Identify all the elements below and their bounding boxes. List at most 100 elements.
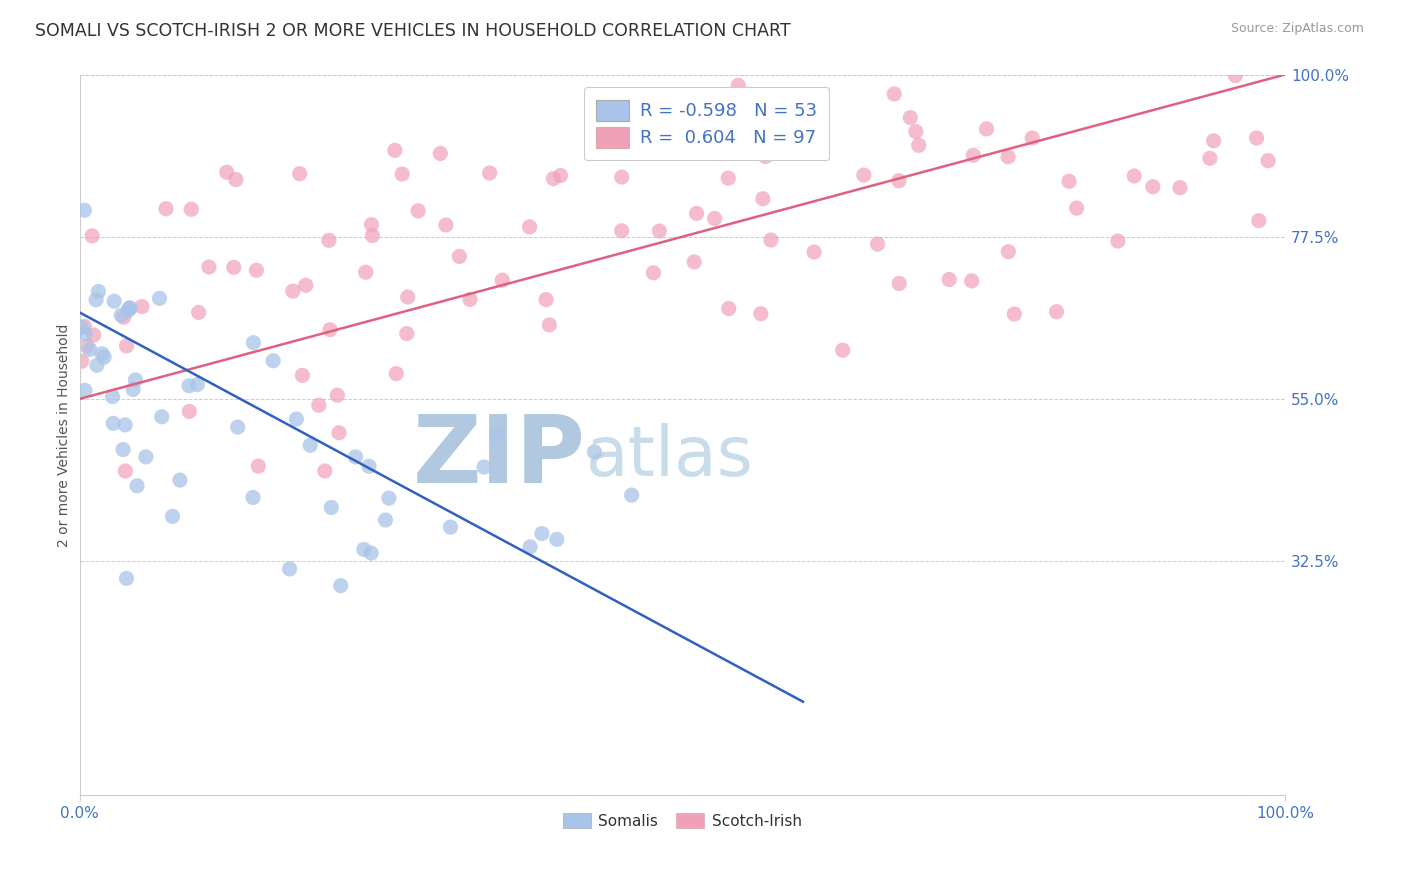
Point (831, 343, 853, 358)
Point (247, 459, 270, 474)
Point (997, 244, 1019, 259)
Point (87, 285, 110, 299)
Point (530, 526, 553, 541)
Point (186, 377, 208, 392)
Point (73, 319, 96, 334)
Point (1021, 131, 1043, 145)
Point (93, 350, 115, 364)
Point (717, 301, 740, 316)
Point (703, 211, 725, 226)
Point (101, 390, 124, 404)
Point (131, 300, 153, 314)
Point (321, 500, 343, 515)
Point (429, 146, 451, 161)
Point (281, 284, 304, 298)
Text: ZIP: ZIP (413, 410, 586, 502)
Point (385, 367, 408, 381)
Point (285, 412, 308, 426)
Point (180, 202, 202, 217)
Point (357, 459, 380, 474)
Point (114, 417, 136, 432)
Point (294, 278, 316, 293)
Point (669, 87, 692, 102)
Point (538, 318, 561, 332)
Point (391, 167, 413, 181)
Point (610, 169, 633, 184)
Point (1002, 307, 1025, 321)
Point (727, 78, 749, 93)
Text: Source: ZipAtlas.com: Source: ZipAtlas.com (1230, 22, 1364, 36)
Point (76, 339, 98, 353)
Point (84, 293, 107, 307)
Point (314, 464, 336, 478)
Point (546, 533, 568, 547)
Point (962, 148, 984, 162)
Point (91, 347, 114, 361)
Point (245, 263, 267, 277)
Point (115, 339, 138, 353)
Point (648, 224, 671, 238)
Point (938, 272, 960, 286)
Point (643, 266, 665, 280)
Point (242, 335, 264, 350)
Point (135, 450, 157, 464)
Point (360, 546, 382, 560)
Point (79, 343, 101, 357)
Point (976, 122, 998, 136)
Point (354, 265, 377, 279)
Point (384, 143, 406, 157)
Point (907, 138, 929, 153)
Point (1199, 151, 1222, 165)
Point (242, 491, 264, 505)
Point (449, 249, 471, 263)
Point (115, 571, 138, 585)
Point (749, 307, 772, 321)
Point (866, 237, 889, 252)
Point (396, 290, 419, 304)
Point (803, 245, 825, 260)
Point (117, 303, 139, 318)
Point (1168, 180, 1191, 194)
Point (112, 310, 135, 325)
Point (83, 328, 105, 343)
Point (86, 359, 108, 373)
Point (198, 260, 221, 274)
Point (70, 320, 93, 334)
Point (685, 206, 707, 220)
Point (960, 274, 983, 288)
Point (620, 488, 643, 502)
Point (75, 326, 97, 341)
Point (225, 172, 247, 186)
Point (124, 373, 146, 387)
Point (717, 171, 740, 186)
Point (110, 308, 132, 322)
Point (752, 192, 775, 206)
Point (308, 398, 330, 412)
Point (329, 578, 352, 592)
Point (406, 203, 429, 218)
Point (187, 305, 209, 319)
Point (458, 293, 481, 307)
Point (103, 294, 125, 309)
Point (889, 277, 911, 291)
Point (395, 326, 418, 341)
Point (226, 420, 249, 434)
Point (485, 427, 508, 442)
Point (491, 273, 513, 287)
Point (353, 542, 375, 557)
Point (550, 169, 572, 183)
Point (583, 445, 606, 459)
Point (278, 562, 301, 576)
Point (1066, 201, 1088, 215)
Point (319, 323, 342, 337)
Point (73, 203, 96, 218)
Point (299, 438, 322, 452)
Point (1257, 153, 1279, 168)
Point (215, 165, 238, 179)
Point (162, 509, 184, 524)
Point (125, 479, 148, 493)
Point (177, 378, 200, 392)
Point (478, 166, 501, 180)
Point (683, 255, 706, 269)
Point (318, 233, 340, 247)
